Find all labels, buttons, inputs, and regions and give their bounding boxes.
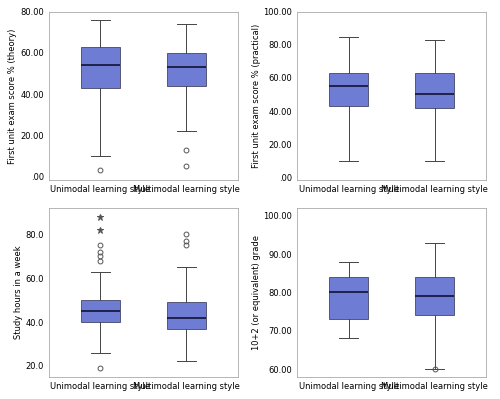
PathPatch shape [416,277,454,316]
PathPatch shape [167,302,205,329]
PathPatch shape [330,73,368,106]
PathPatch shape [167,53,205,86]
Y-axis label: First unit exam score % (practical): First unit exam score % (practical) [252,24,260,168]
Y-axis label: Study hours in a week: Study hours in a week [14,246,22,339]
PathPatch shape [416,73,454,108]
PathPatch shape [330,277,368,319]
Y-axis label: First unit exam score % (theory): First unit exam score % (theory) [8,28,18,164]
PathPatch shape [81,300,120,322]
PathPatch shape [81,47,120,88]
Y-axis label: 10+2 (or equivalent) grade: 10+2 (or equivalent) grade [252,235,260,350]
